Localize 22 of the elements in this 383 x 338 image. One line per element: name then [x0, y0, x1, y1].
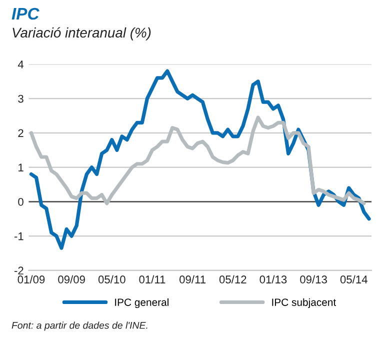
x-tick-label: 05/14 [340, 275, 368, 284]
x-tick-label: 01/11 [139, 275, 166, 284]
chart-title: IPC [12, 8, 40, 20]
x-tick-label: 05/12 [219, 275, 246, 284]
y-tick-label: -2 [14, 266, 24, 274]
x-tick-label: 05/10 [98, 275, 126, 284]
y-tick-label: 1 [18, 164, 24, 172]
x-tick-label: 09/09 [58, 275, 85, 284]
legend-label: IPC subjacent [272, 298, 336, 308]
chart-subtitle: Variació interanual (%) [12, 27, 151, 40]
x-tick-label: 01/09 [18, 275, 45, 284]
x-tick-label: 09/11 [180, 275, 206, 284]
y-tick-label: 0 [18, 198, 24, 206]
y-tick-label: 2 [18, 129, 24, 137]
line-series [29, 116, 366, 206]
y-tick-label: 4 [18, 60, 24, 68]
y-tick-label: -1 [14, 232, 24, 240]
legend-label: IPC general [115, 298, 168, 308]
x-tick-label: 09/13 [300, 275, 327, 284]
y-tick-label: 3 [18, 94, 24, 103]
text: Font: a partir de dades de l'INE. [12, 322, 148, 331]
x-tick-label: 01/13 [260, 275, 287, 284]
